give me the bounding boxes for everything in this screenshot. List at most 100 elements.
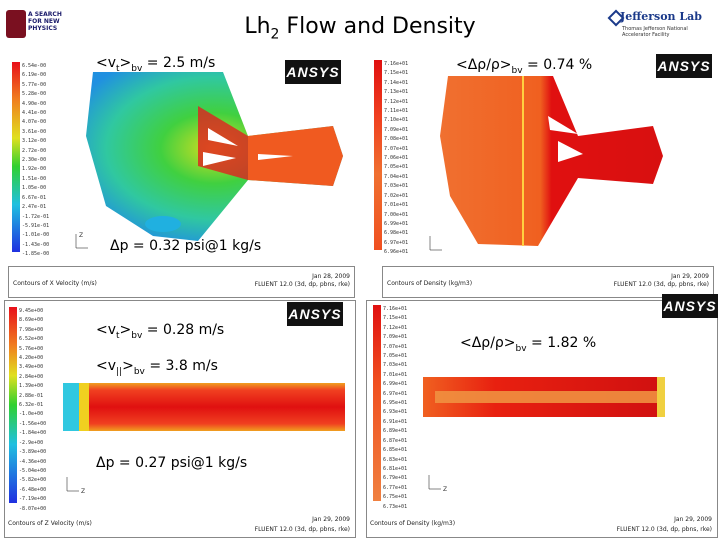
colorbar-tick-label: 7.03e+01 bbox=[383, 362, 408, 369]
colorbar-tick-label: 7.11e+01 bbox=[384, 108, 409, 115]
logo-left-text: A SEARCH FOR NEW PHYSICS bbox=[28, 11, 62, 32]
panel-z-velocity: 9.45e+00 8.69e+00 7.98e+00 6.52e+00 5.76e+00… bbox=[4, 300, 356, 538]
caption-date: Jan 29, 2009 bbox=[674, 516, 712, 523]
colorbar-tick-label: 7.05e+01 bbox=[384, 164, 409, 171]
colorbar-tick-label: 6.67e-01 bbox=[22, 194, 47, 201]
colorbar-tick-label: 6.91e+01 bbox=[383, 418, 408, 425]
colorbar-tick-label: -1.56e+00 bbox=[19, 420, 47, 427]
colorbar-tick-label: 3.49e+00 bbox=[19, 364, 44, 371]
panel-x-velocity: 6.54e-00 6.19e-00 5.77e-00 5.28e-00 4.90e-00… bbox=[8, 56, 353, 296]
colorbar-tick-label: 7.03e+01 bbox=[384, 183, 409, 190]
colorbar-tick-label: 6.99e+01 bbox=[383, 381, 408, 388]
colorbar-tick-label: -2.9e+00 bbox=[19, 439, 44, 446]
colorbar-tick-label: 4.41e-00 bbox=[22, 110, 47, 117]
logo-right-subtitle: Thomas Jefferson National Accelerator Fa… bbox=[622, 26, 688, 38]
tangential-velocity-annotation: <vt>bv = 2.5 m/s bbox=[96, 55, 216, 74]
colorbar-tick-label: 7.12e+01 bbox=[384, 98, 409, 105]
colorbar-tick-label: 6.93e+01 bbox=[383, 409, 408, 416]
colorbar-tick-label: 6.97e+01 bbox=[384, 239, 409, 246]
colorbar-tick-label: 7.07e+01 bbox=[384, 145, 409, 152]
colorbar-tick-label: 7.01e+01 bbox=[383, 371, 408, 378]
colorbar-tick-label: 7.09e+01 bbox=[383, 334, 408, 341]
colorbar-tick-label: 6.95e+01 bbox=[383, 400, 408, 407]
colorbar-tick-label: 3.61e-00 bbox=[22, 128, 47, 135]
colorbar-tick-label: -8.07e+00 bbox=[19, 505, 47, 512]
page-title: Lh2 Flow and Density bbox=[244, 14, 476, 43]
colorbar-tick-label: 7.02e+01 bbox=[384, 192, 409, 199]
colorbar-tick-label: 7.05e+01 bbox=[383, 353, 408, 360]
colorbar bbox=[12, 62, 20, 252]
colorbar-tick-label: 7.12e+01 bbox=[383, 324, 408, 331]
colorbar-tick-label: 5.77e-00 bbox=[22, 81, 47, 88]
colorbar-tick-label: 6.81e+01 bbox=[383, 465, 408, 472]
colorbar-tick-label: 7.01e+01 bbox=[384, 202, 409, 209]
colorbar-tick-label: 5.28e-00 bbox=[22, 91, 47, 98]
colorbar-tick-label: 6.89e+01 bbox=[383, 428, 408, 435]
axis-label-z: Z bbox=[79, 232, 84, 239]
colorbar-tick-label: 7.06e+01 bbox=[384, 155, 409, 162]
colorbar-ticks: 7.16e+01 7.15e+01 7.14e+01 7.13e+01 7.12e+01… bbox=[384, 60, 408, 258]
colorbar-tick-label: 7.08e+01 bbox=[384, 136, 409, 143]
colorbar-tick-label: 7.16e+01 bbox=[384, 61, 409, 67]
colorbar-tick-label: 7.13e+01 bbox=[384, 89, 409, 96]
colorbar-tick-label: 1.51e-00 bbox=[22, 175, 47, 182]
colorbar-tick-label: 8.69e+00 bbox=[19, 317, 44, 324]
colorbar-tick-label: 9.45e+00 bbox=[19, 308, 44, 314]
colorbar-tick-label: -1.85e-00 bbox=[22, 251, 50, 258]
caption-solver: FLUENT 12.0 (3d, dp, pbns, rke) bbox=[254, 281, 350, 288]
ansys-logo: ANSYS bbox=[656, 54, 712, 78]
caption-text: Contours of X Velocity (m/s) bbox=[13, 280, 97, 287]
colorbar-tick-label: -5.82e+00 bbox=[19, 477, 47, 484]
longitudinal-velocity-annotation: <v||>bv = 3.8 m/s bbox=[96, 358, 218, 377]
pressure-drop-annotation: Δp = 0.32 psi@1 kg/s bbox=[110, 238, 262, 254]
colorbar-tick-label: -1.72e-01 bbox=[22, 213, 50, 220]
colorbar-tick-label: 7.98e+00 bbox=[19, 326, 44, 333]
shield-icon bbox=[6, 10, 26, 38]
colorbar-tick-label: 6.54e-00 bbox=[22, 63, 47, 69]
colorbar bbox=[373, 305, 381, 501]
colorbar-tick-label: 2.84e+00 bbox=[19, 373, 44, 380]
colorbar-tick-label: -1.0e+00 bbox=[19, 411, 44, 418]
colorbar-tick-label: 7.04e+01 bbox=[384, 173, 409, 180]
colorbar-tick-label: 6.87e+01 bbox=[383, 437, 408, 444]
panel-density-bottom: 7.16e+01 7.15e+01 7.12e+01 7.09e+01 7.07e+01… bbox=[366, 300, 718, 538]
colorbar-tick-label: 6.32e-01 bbox=[19, 402, 44, 409]
colorbar-ticks: 7.16e+01 7.15e+01 7.12e+01 7.09e+01 7.07e+01… bbox=[383, 305, 407, 512]
colorbar-tick-label: 5.76e+00 bbox=[19, 345, 44, 352]
colorbar-tick-label: -5.91e-01 bbox=[22, 222, 50, 229]
caption-solver: FLUENT 12.0 (3d, dp, pbns, rke) bbox=[613, 281, 709, 288]
colorbar-tick-label: -1.43e-00 bbox=[22, 241, 50, 248]
caption-box: Contours of Density (kg/m3) Jan 29, 2009… bbox=[382, 266, 714, 298]
axis-label-z: Z bbox=[81, 488, 86, 495]
panel-density-top: 7.16e+01 7.15e+01 7.14e+01 7.13e+01 7.12e+01… bbox=[368, 56, 713, 296]
x-velocity-plot bbox=[12, 62, 343, 252]
density-contour bbox=[440, 76, 663, 246]
colorbar-tick-label: 6.75e+01 bbox=[383, 494, 408, 501]
colorbar-tick-label: 2.30e-00 bbox=[22, 157, 47, 164]
colorbar-tick-label: 7.14e+01 bbox=[384, 79, 409, 86]
colorbar-tick-label: -4.36e+00 bbox=[19, 458, 47, 465]
velocity-contour bbox=[63, 383, 345, 431]
density-plot-bottom bbox=[373, 305, 665, 501]
search-new-physics-logo: A SEARCH FOR NEW PHYSICS bbox=[6, 8, 64, 44]
colorbar-tick-label: -1.84e+00 bbox=[19, 430, 47, 437]
ansys-logo: ANSYS bbox=[662, 294, 718, 318]
caption-box: Contours of X Velocity (m/s) Jan 28, 200… bbox=[8, 266, 355, 298]
colorbar-tick-label: 6.96e+01 bbox=[384, 249, 409, 256]
caption-solver: FLUENT 12.0 (3d, dp, pbns, rke) bbox=[616, 526, 712, 533]
caption-solver: FLUENT 12.0 (3d, dp, pbns, rke) bbox=[254, 526, 350, 533]
caption-date: Jan 28, 2009 bbox=[312, 273, 350, 280]
colorbar-ticks: 6.54e-00 6.19e-00 5.77e-00 5.28e-00 4.90e-00… bbox=[22, 62, 49, 260]
pressure-drop-annotation: Δp = 0.27 psi@1 kg/s bbox=[96, 455, 248, 471]
colorbar-tick-label: 6.79e+01 bbox=[383, 475, 408, 482]
colorbar-tick-label: 6.97e+01 bbox=[383, 390, 408, 397]
colorbar-tick-label: 6.19e-00 bbox=[22, 72, 47, 79]
colorbar-tick-label: 6.85e+01 bbox=[383, 447, 408, 454]
colorbar-tick-label: 4.90e-00 bbox=[22, 100, 47, 107]
caption-date: Jan 29, 2009 bbox=[312, 516, 350, 523]
density-variation-annotation: <Δρ/ρ>bv = 0.74 % bbox=[456, 57, 593, 76]
caption-text: Contours of Z Velocity (m/s) bbox=[8, 520, 92, 527]
colorbar-tick-label: 3.12e-00 bbox=[22, 138, 47, 145]
ansys-logo: ANSYS bbox=[287, 302, 343, 326]
caption-text: Contours of Density (kg/m3) bbox=[370, 520, 456, 527]
